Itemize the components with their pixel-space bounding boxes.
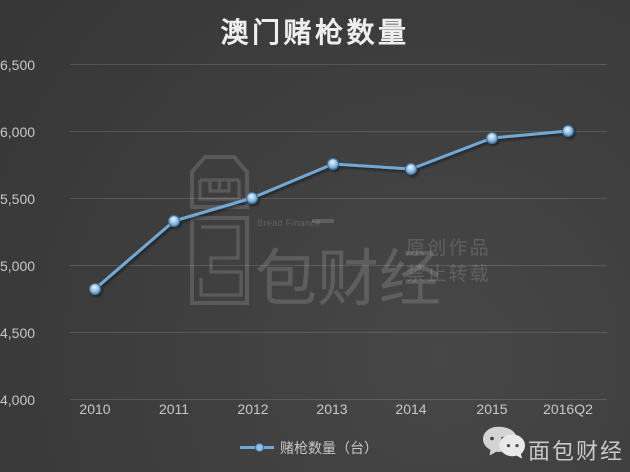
svg-text:Bread Finance: Bread Finance: [257, 218, 321, 228]
svg-text:原创作品: 原创作品: [406, 237, 491, 259]
svg-text:禁止转载: 禁止转载: [406, 263, 491, 285]
